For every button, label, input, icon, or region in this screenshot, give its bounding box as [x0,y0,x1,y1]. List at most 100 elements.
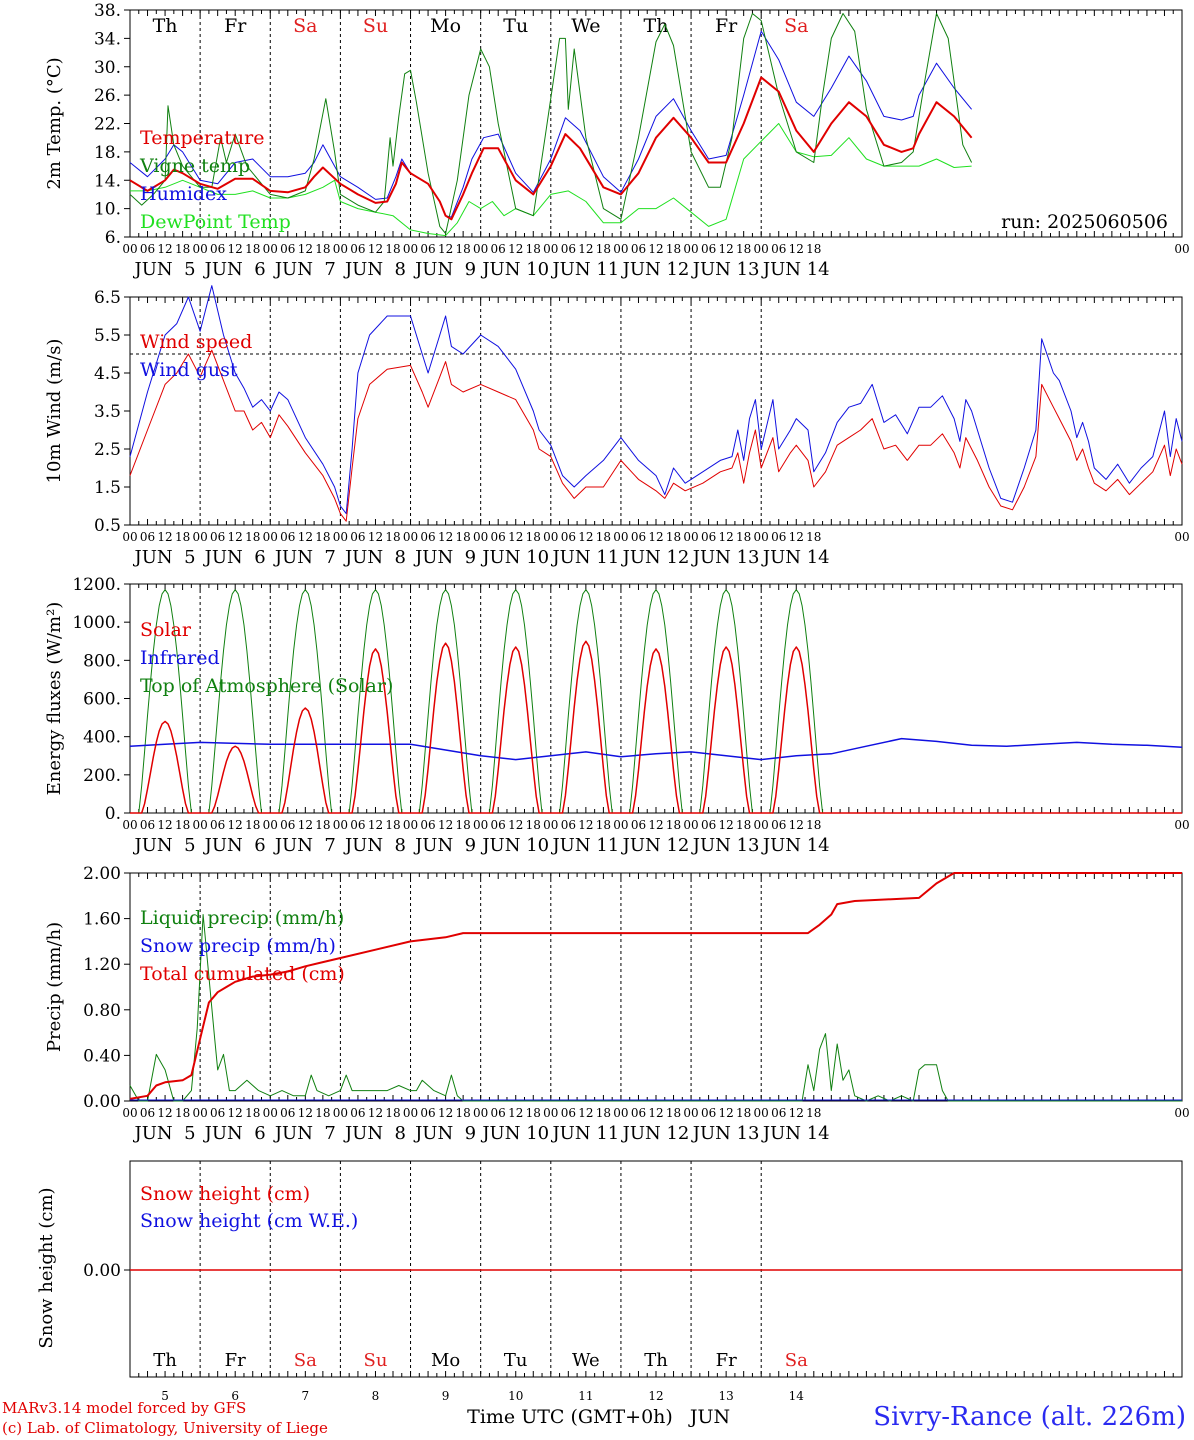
hour-tick-label: 06 [210,818,225,832]
day-number-label: 8 [372,1389,380,1403]
hour-tick-label: 00 [263,818,278,832]
y-tick-label: 18. [94,143,121,163]
weekday-label: Tu [504,1350,528,1371]
hour-tick-label: 12 [648,242,663,256]
weekday-label: Fr [715,15,738,37]
y-tick-label: 200. [83,766,121,786]
date-label: JUN 8 [343,835,406,856]
hour-tick-label: 06 [280,1106,295,1120]
day-number-label: 5 [161,1389,169,1403]
hour-tick-label: 06 [210,530,225,544]
y-tick-label: 0.40 [83,1046,121,1066]
hour-tick-label: 06 [420,242,435,256]
legend-entry: DewPoint Temp [140,211,291,233]
hour-tick-label: 00 [613,1106,628,1120]
date-label: JUN 12 [621,1123,690,1144]
hour-tick-label: 18 [175,530,190,544]
y-tick-label: 1.60 [83,910,121,930]
hour-tick-label: 00 [1174,818,1189,832]
legend-entry: Temperature [140,127,264,149]
date-label: JUN 8 [343,1123,406,1144]
date-label: JUN 11 [550,547,619,568]
hour-tick-label: 18 [315,530,330,544]
date-label: JUN 11 [550,835,619,856]
hour-tick-label: 18 [666,818,681,832]
hour-tick-label: 06 [491,242,506,256]
date-label: JUN 5 [133,1123,196,1144]
legend-entry: Wind gust [140,359,238,381]
y-tick-label: 5.5 [94,326,121,346]
y-axis-label-4: Precip (mm/h) [44,922,65,1052]
hour-tick-label: 18 [175,242,190,256]
hour-tick-label: 06 [280,530,295,544]
hour-tick-label: 00 [122,1106,137,1120]
hour-tick-label: 18 [455,242,470,256]
legend-entry: Humidex [140,183,227,205]
hour-tick-label: 00 [683,530,698,544]
hour-tick-label: 06 [631,818,646,832]
hour-tick-label: 18 [526,818,541,832]
hour-tick-label: 18 [806,818,821,832]
hour-tick-label: 12 [438,530,453,544]
hour-tick-label: 06 [350,818,365,832]
y-tick-label: 6.5 [94,288,121,308]
y-tick-label: 800. [83,651,121,671]
hour-tick-label: 18 [385,1106,400,1120]
series-line [129,285,1183,515]
hour-tick-label: 00 [543,530,558,544]
hour-tick-label: 18 [736,242,751,256]
date-label: JUN 7 [273,1123,336,1144]
hour-tick-label: 12 [718,242,733,256]
hour-tick-label: 06 [420,530,435,544]
hour-tick-label: 18 [526,1106,541,1120]
hour-tick-label: 12 [718,818,733,832]
y-tick-label: 400. [83,728,121,748]
hour-tick-label: 18 [315,1106,330,1120]
hour-tick-label: 00 [754,1106,769,1120]
hour-tick-label: 06 [140,530,155,544]
day-number-label: 14 [789,1389,805,1403]
y-tick-label: 0.5 [94,516,121,536]
y-tick-label: 38. [94,1,121,21]
hour-tick-label: 12 [789,530,804,544]
hour-tick-label: 00 [263,530,278,544]
time-axis-title: Time UTC (GMT+0h) [467,1406,673,1428]
hour-tick-label: 18 [385,530,400,544]
hour-tick-label: 00 [403,1106,418,1120]
hour-tick-label: 12 [228,818,243,832]
hour-tick-label: 00 [403,530,418,544]
infrared-line [129,737,1183,761]
hour-tick-label: 18 [315,818,330,832]
day-number-label: 9 [442,1389,450,1403]
hour-tick-label: 06 [771,242,786,256]
date-label: JUN 5 [133,835,196,856]
y-tick-label: 6. [105,228,121,248]
hour-tick-label: 18 [245,242,260,256]
hour-tick-label: 06 [701,818,716,832]
weekday-label: Fr [225,1350,246,1371]
hour-tick-label: 00 [683,818,698,832]
hour-tick-label: 06 [280,242,295,256]
weekday-label: Fr [224,15,247,37]
day-number-label: 12 [648,1389,663,1403]
y-tick-label: 2.00 [83,864,121,884]
hour-tick-label: 06 [701,1106,716,1120]
date-label: JUN 6 [203,835,266,856]
hour-tick-label: 18 [596,818,611,832]
date-label: JUN 6 [203,1123,266,1144]
date-label: JUN 12 [621,547,690,568]
weekday-label: Th [153,1350,177,1371]
hour-tick-label: 06 [210,1106,225,1120]
hour-tick-label: 18 [245,530,260,544]
hour-tick-label: 06 [701,530,716,544]
hour-tick-label: 12 [228,1106,243,1120]
hour-tick-label: 12 [648,530,663,544]
hour-tick-label: 06 [350,242,365,256]
weekday-label: Su [363,1350,387,1371]
plot-frame-3 [129,583,1183,814]
hour-tick-label: 00 [754,242,769,256]
hour-tick-label: 18 [666,242,681,256]
hour-tick-label: 18 [315,242,330,256]
legend-entry: Top of Atmosphere (Solar) [140,675,393,697]
hour-tick-label: 18 [455,530,470,544]
